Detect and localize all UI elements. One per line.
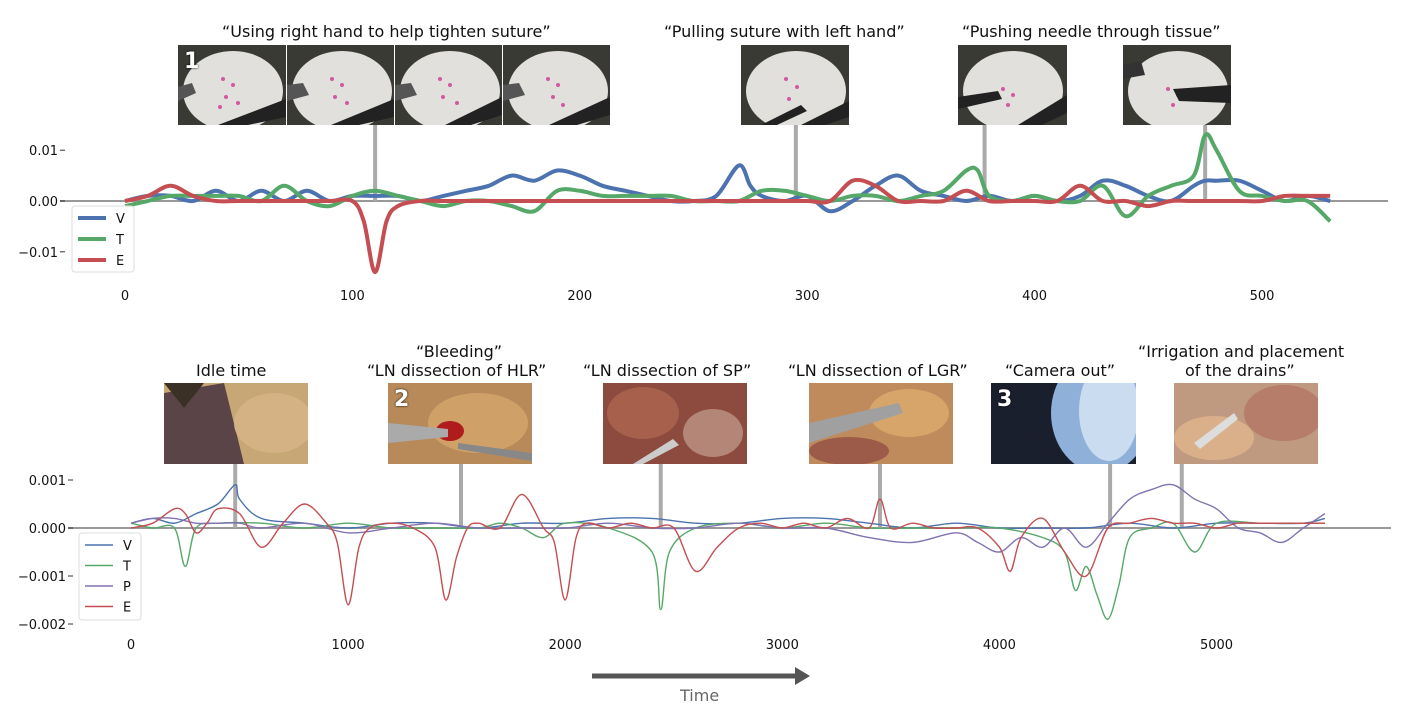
surgery-scene-icon xyxy=(603,383,747,464)
x-tick-label: 0 xyxy=(121,289,129,304)
x-tick-label: 500 xyxy=(1250,289,1275,304)
suture-pad-icon xyxy=(287,45,394,125)
suture-pad-icon xyxy=(503,45,610,125)
x-tick-label: 300 xyxy=(795,289,820,304)
suture-thumbnail-3 xyxy=(395,45,502,125)
suture-thumbnail-5 xyxy=(741,45,849,125)
bottom-chart: 0.001 0.000 −0.001 −0.002 0 1000 2000 3000 4000 5… xyxy=(18,464,1391,653)
x-tick-label: 5000 xyxy=(1200,638,1233,653)
x-tick-label: 3000 xyxy=(766,638,799,653)
legend: VTE xyxy=(71,205,135,273)
y-tick-label: 0.00 xyxy=(29,195,58,210)
surgery-thumbnail-bleeding: 2 xyxy=(388,383,532,464)
series-line-P xyxy=(130,483,1326,553)
y-tick-label: 0.001 xyxy=(29,474,66,489)
x-tick-label: 2000 xyxy=(549,638,582,653)
legend-label-T: T xyxy=(122,560,131,575)
legend-label-V: V xyxy=(123,539,132,554)
bottom-caption-hlr: “LN dissection of HLR” xyxy=(367,361,547,380)
surgery-thumbnail-idle xyxy=(164,383,308,464)
suture-pad-icon xyxy=(395,45,502,125)
bottom-caption-irrigation-2: of the drains” xyxy=(1185,361,1295,380)
bottom-caption-sp: “LN dissection of SP” xyxy=(583,361,752,380)
bottom-caption-irrigation-1: “Irrigation and placement xyxy=(1138,342,1345,361)
series-line-V xyxy=(130,484,1326,530)
y-tick-label: −0.01 xyxy=(18,246,58,261)
x-tick-label: 200 xyxy=(567,289,592,304)
suture-thumbnail-4 xyxy=(503,45,610,125)
bottom-caption-lgr: “LN dissection of LGR” xyxy=(788,361,968,380)
legend-label-E: E xyxy=(116,254,124,269)
suture-pad-icon xyxy=(178,45,286,125)
camera-out-icon xyxy=(991,383,1136,464)
top-caption-1: “Using right hand to help tighten suture… xyxy=(222,22,551,41)
suture-thumbnail-1: 1 xyxy=(178,45,286,125)
x-tick-label: 400 xyxy=(1022,289,1047,304)
suture-thumbnail-7 xyxy=(1123,45,1231,125)
suture-pad-icon xyxy=(1123,45,1231,125)
bottom-caption-bleeding: “Bleeding” xyxy=(416,342,503,361)
legend-label-E: E xyxy=(123,601,131,616)
series-line-E xyxy=(124,177,1331,275)
legend-label-V: V xyxy=(116,212,125,227)
x-tick-label: 100 xyxy=(340,289,365,304)
x-tick-label: 1000 xyxy=(332,638,365,653)
badge-2: 2 xyxy=(394,387,410,412)
series-line-T xyxy=(124,132,1332,223)
top-caption-2: “Pulling suture with left hand” xyxy=(664,22,905,41)
suture-thumbnail-2 xyxy=(287,45,394,125)
top-chart: 0.01 0.00 −0.01 0 100 200 300 400 500 VTE xyxy=(18,125,1388,304)
time-arrow xyxy=(592,667,810,685)
suture-pad-icon xyxy=(741,45,849,125)
surgery-thumbnail-camera: 3 xyxy=(991,383,1136,464)
x-tick-label: 0 xyxy=(127,638,135,653)
surgery-scene-icon xyxy=(809,383,953,464)
surgery-thumbnail-lgr xyxy=(809,383,953,464)
y-tick-label: −0.002 xyxy=(18,618,66,633)
surgery-thumbnail-irrigation xyxy=(1174,383,1318,464)
surgery-scene-icon xyxy=(388,383,532,464)
top-caption-3: “Pushing needle through tissue” xyxy=(962,22,1221,41)
y-tick-label: −0.001 xyxy=(18,570,66,585)
badge-3: 3 xyxy=(997,387,1013,412)
series-line-E xyxy=(130,493,1325,606)
badge-1: 1 xyxy=(184,49,200,74)
legend-label-P: P xyxy=(123,580,131,595)
bottom-caption-idle: Idle time xyxy=(196,361,267,380)
surgery-thumbnail-sp xyxy=(603,383,747,464)
bottom-caption-camera: “Camera out” xyxy=(1005,361,1116,380)
y-tick-label: 0.000 xyxy=(29,522,66,537)
legend-label-T: T xyxy=(115,233,124,248)
surgery-scene-icon xyxy=(1174,383,1318,464)
suture-pad-icon xyxy=(958,45,1067,125)
y-tick-label: 0.01 xyxy=(29,144,58,159)
x-tick-label: 4000 xyxy=(983,638,1016,653)
surgery-scene-icon xyxy=(164,383,308,464)
legend-box xyxy=(78,532,142,621)
time-axis-label: Time xyxy=(680,686,720,705)
suture-thumbnail-6 xyxy=(958,45,1067,125)
